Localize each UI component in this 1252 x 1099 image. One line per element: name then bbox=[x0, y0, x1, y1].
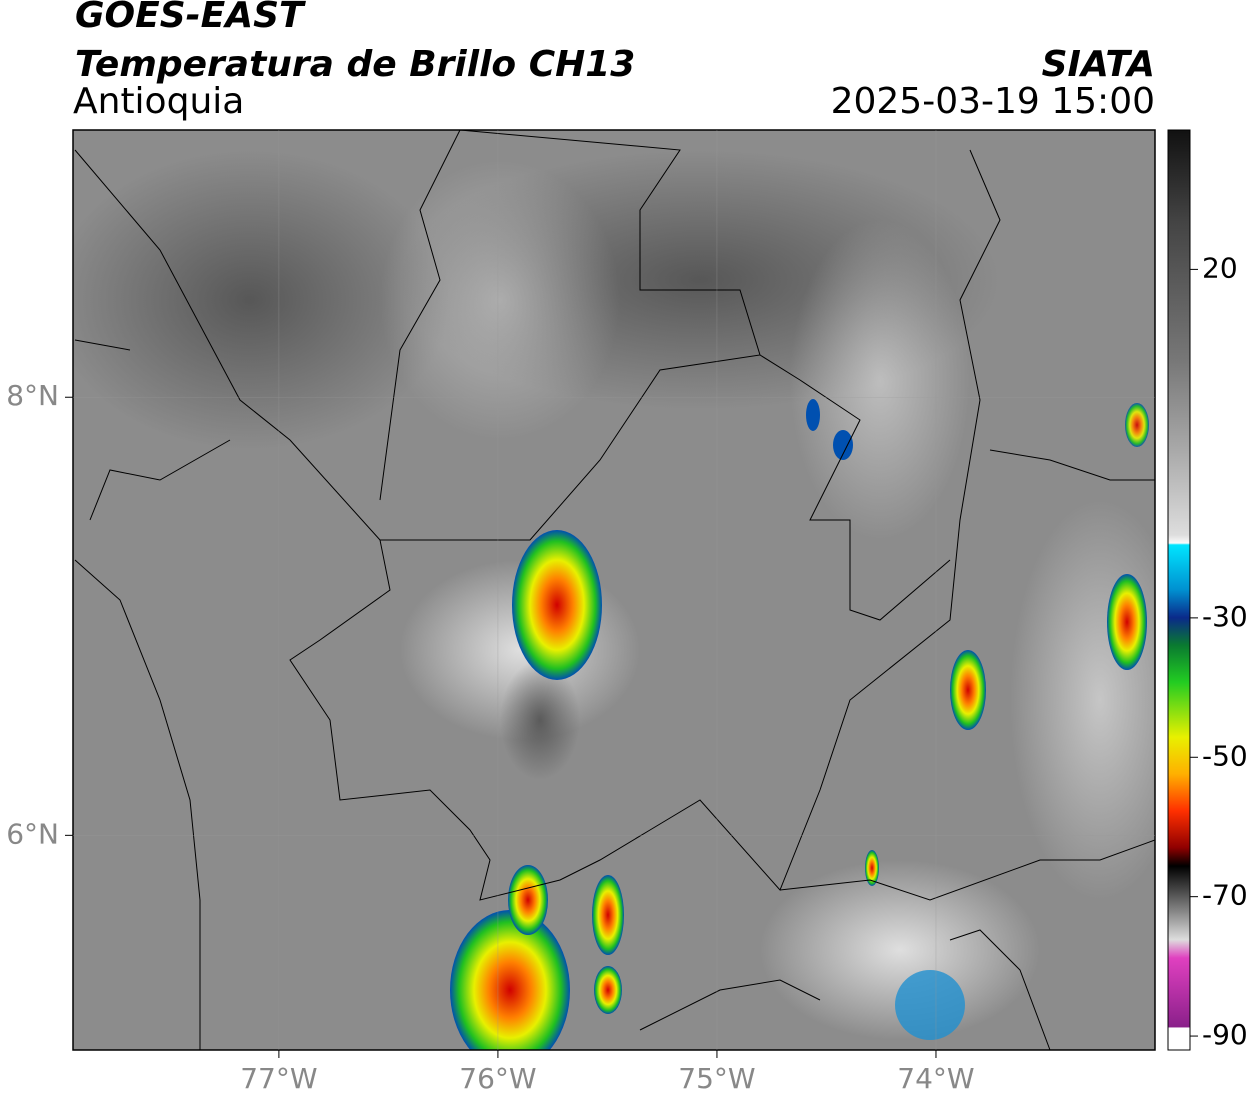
x-tick-label: 77°W bbox=[240, 1062, 317, 1095]
title-satellite: GOES-EAST bbox=[75, 0, 306, 36]
title-agency: SIATA bbox=[1042, 44, 1155, 85]
x-tick-label: 75°W bbox=[678, 1062, 755, 1095]
title-product: Temperatura de Brillo CH13 bbox=[75, 44, 635, 85]
colorbar-tick-label: -30 bbox=[1202, 600, 1248, 633]
colorbar-tick-label: 20 bbox=[1202, 251, 1238, 284]
satellite-image bbox=[73, 130, 1155, 1050]
x-tick-label: 76°W bbox=[459, 1062, 536, 1095]
y-tick-label: 6°N bbox=[6, 817, 59, 850]
colorbar-tick-label: -50 bbox=[1202, 739, 1248, 772]
y-tick-label: 8°N bbox=[6, 379, 59, 412]
subtitle-datetime: 2025-03-19 15:00 bbox=[831, 81, 1155, 122]
x-tick-label: 74°W bbox=[897, 1062, 974, 1095]
colorbar-tick-label: -70 bbox=[1202, 879, 1248, 912]
map-frame bbox=[72, 129, 1156, 1051]
subtitle-region: Antioquia bbox=[73, 81, 244, 122]
colorbar bbox=[1167, 129, 1191, 1051]
colorbar-tick-label: -90 bbox=[1202, 1018, 1248, 1051]
